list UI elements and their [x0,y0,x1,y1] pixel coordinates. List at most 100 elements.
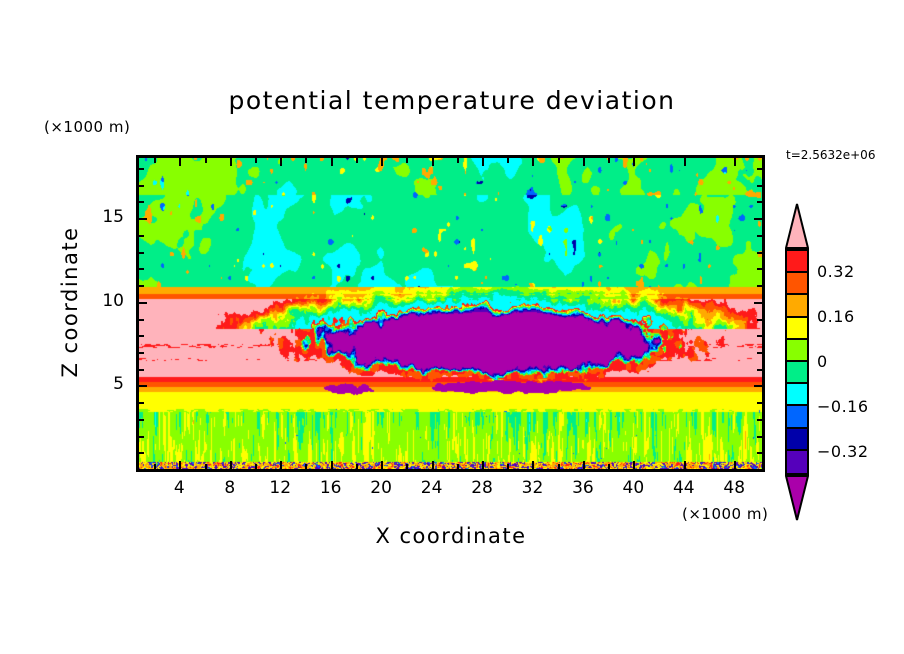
tick-mark [179,158,182,166]
tick-mark [582,158,585,166]
tick-mark [757,184,762,187]
tick-mark [139,435,144,438]
colorbar-band [787,317,807,340]
tick-mark [406,158,409,163]
tick-mark [757,351,762,354]
tick-mark [305,464,308,469]
tick-mark [757,201,762,204]
tick-mark [355,464,358,469]
time-annotation: t=2.5632e+06 [786,148,876,162]
x-tick-label: 24 [420,478,443,498]
colorbar-tick-label: 0.32 [817,261,855,281]
tick-mark [757,435,762,438]
tick-mark [139,385,147,388]
colorbar-band [787,339,807,362]
tick-mark [754,218,762,221]
tick-mark [608,464,611,469]
tick-mark [406,464,409,469]
colorbar-band [787,384,807,407]
colorbar-bands [785,249,809,475]
tick-mark [582,461,585,469]
x-tick-label: 4 [173,478,185,498]
tick-mark [757,318,762,321]
x-tick-label: 8 [224,478,236,498]
contour-plot-area [136,155,765,472]
tick-mark [757,168,762,171]
tick-mark [330,158,333,166]
tick-mark [482,158,485,166]
tick-mark [532,461,535,469]
tick-mark [139,402,144,405]
tick-mark [507,158,510,163]
colorbar-under-arrow [785,475,809,521]
tick-mark [757,285,762,288]
tick-mark [757,402,762,405]
tick-mark [532,158,535,166]
tick-mark [139,335,144,338]
tick-mark [381,461,384,469]
colorbar-over-arrow [785,203,809,249]
x-tick-label: 44 [672,478,695,498]
tick-mark [456,464,459,469]
x-tick-label: 28 [471,478,493,498]
tick-mark [139,452,144,455]
colorbar-band [787,450,807,473]
tick-mark [154,464,157,469]
tick-mark [431,158,434,166]
tick-mark [507,464,510,469]
tick-mark [139,351,144,354]
tick-mark [757,418,762,421]
tick-mark [734,461,737,469]
tick-mark [139,318,144,321]
tick-mark [734,158,737,166]
tick-mark [757,452,762,455]
tick-mark [608,158,611,163]
tick-mark [757,368,762,371]
tick-mark [255,158,258,163]
tick-mark [757,251,762,254]
colorbar-tick-label: −0.16 [817,397,869,417]
tick-mark [229,461,232,469]
tick-mark [255,464,258,469]
tick-mark [754,301,762,304]
tick-mark [381,158,384,166]
x-tick-label: 32 [521,478,544,498]
tick-mark [456,158,459,163]
tick-mark [139,268,144,271]
y-axis-title: Z coordinate [58,226,82,378]
y-tick-label: 5 [113,374,124,395]
tick-mark [330,461,333,469]
tick-mark [139,168,144,171]
page-title: potential temperature deviation [228,86,676,115]
tick-mark [557,464,560,469]
tick-mark [139,234,144,237]
tick-mark [139,201,144,204]
x-axis-title: X coordinate [375,524,527,548]
colorbar-band [787,295,807,318]
tick-mark [757,234,762,237]
tick-mark [683,158,686,166]
y-axis-unit-label: (×1000 m) [44,118,131,136]
tick-mark [179,461,182,469]
x-tick-label: 20 [370,478,392,498]
tick-mark [757,268,762,271]
x-tick-label: 48 [723,478,746,498]
tick-mark [139,251,144,254]
tick-mark [754,385,762,388]
tick-mark [139,218,147,221]
tick-mark [757,335,762,338]
tick-mark [139,285,144,288]
contour-field [139,158,762,469]
tick-mark [431,461,434,469]
tick-mark [280,158,283,166]
tick-mark [139,184,144,187]
x-tick-label: 36 [572,478,594,498]
colorbar-tick-label: −0.32 [817,442,869,462]
colorbar: 0.32 0.16 0 −0.16 −0.32 [781,203,899,521]
colorbar-tick-label: 0.16 [817,306,855,326]
tick-mark [305,158,308,163]
y-tick-label: 10 [102,290,124,311]
tick-mark [482,461,485,469]
tick-mark [229,158,232,166]
tick-mark [633,461,636,469]
